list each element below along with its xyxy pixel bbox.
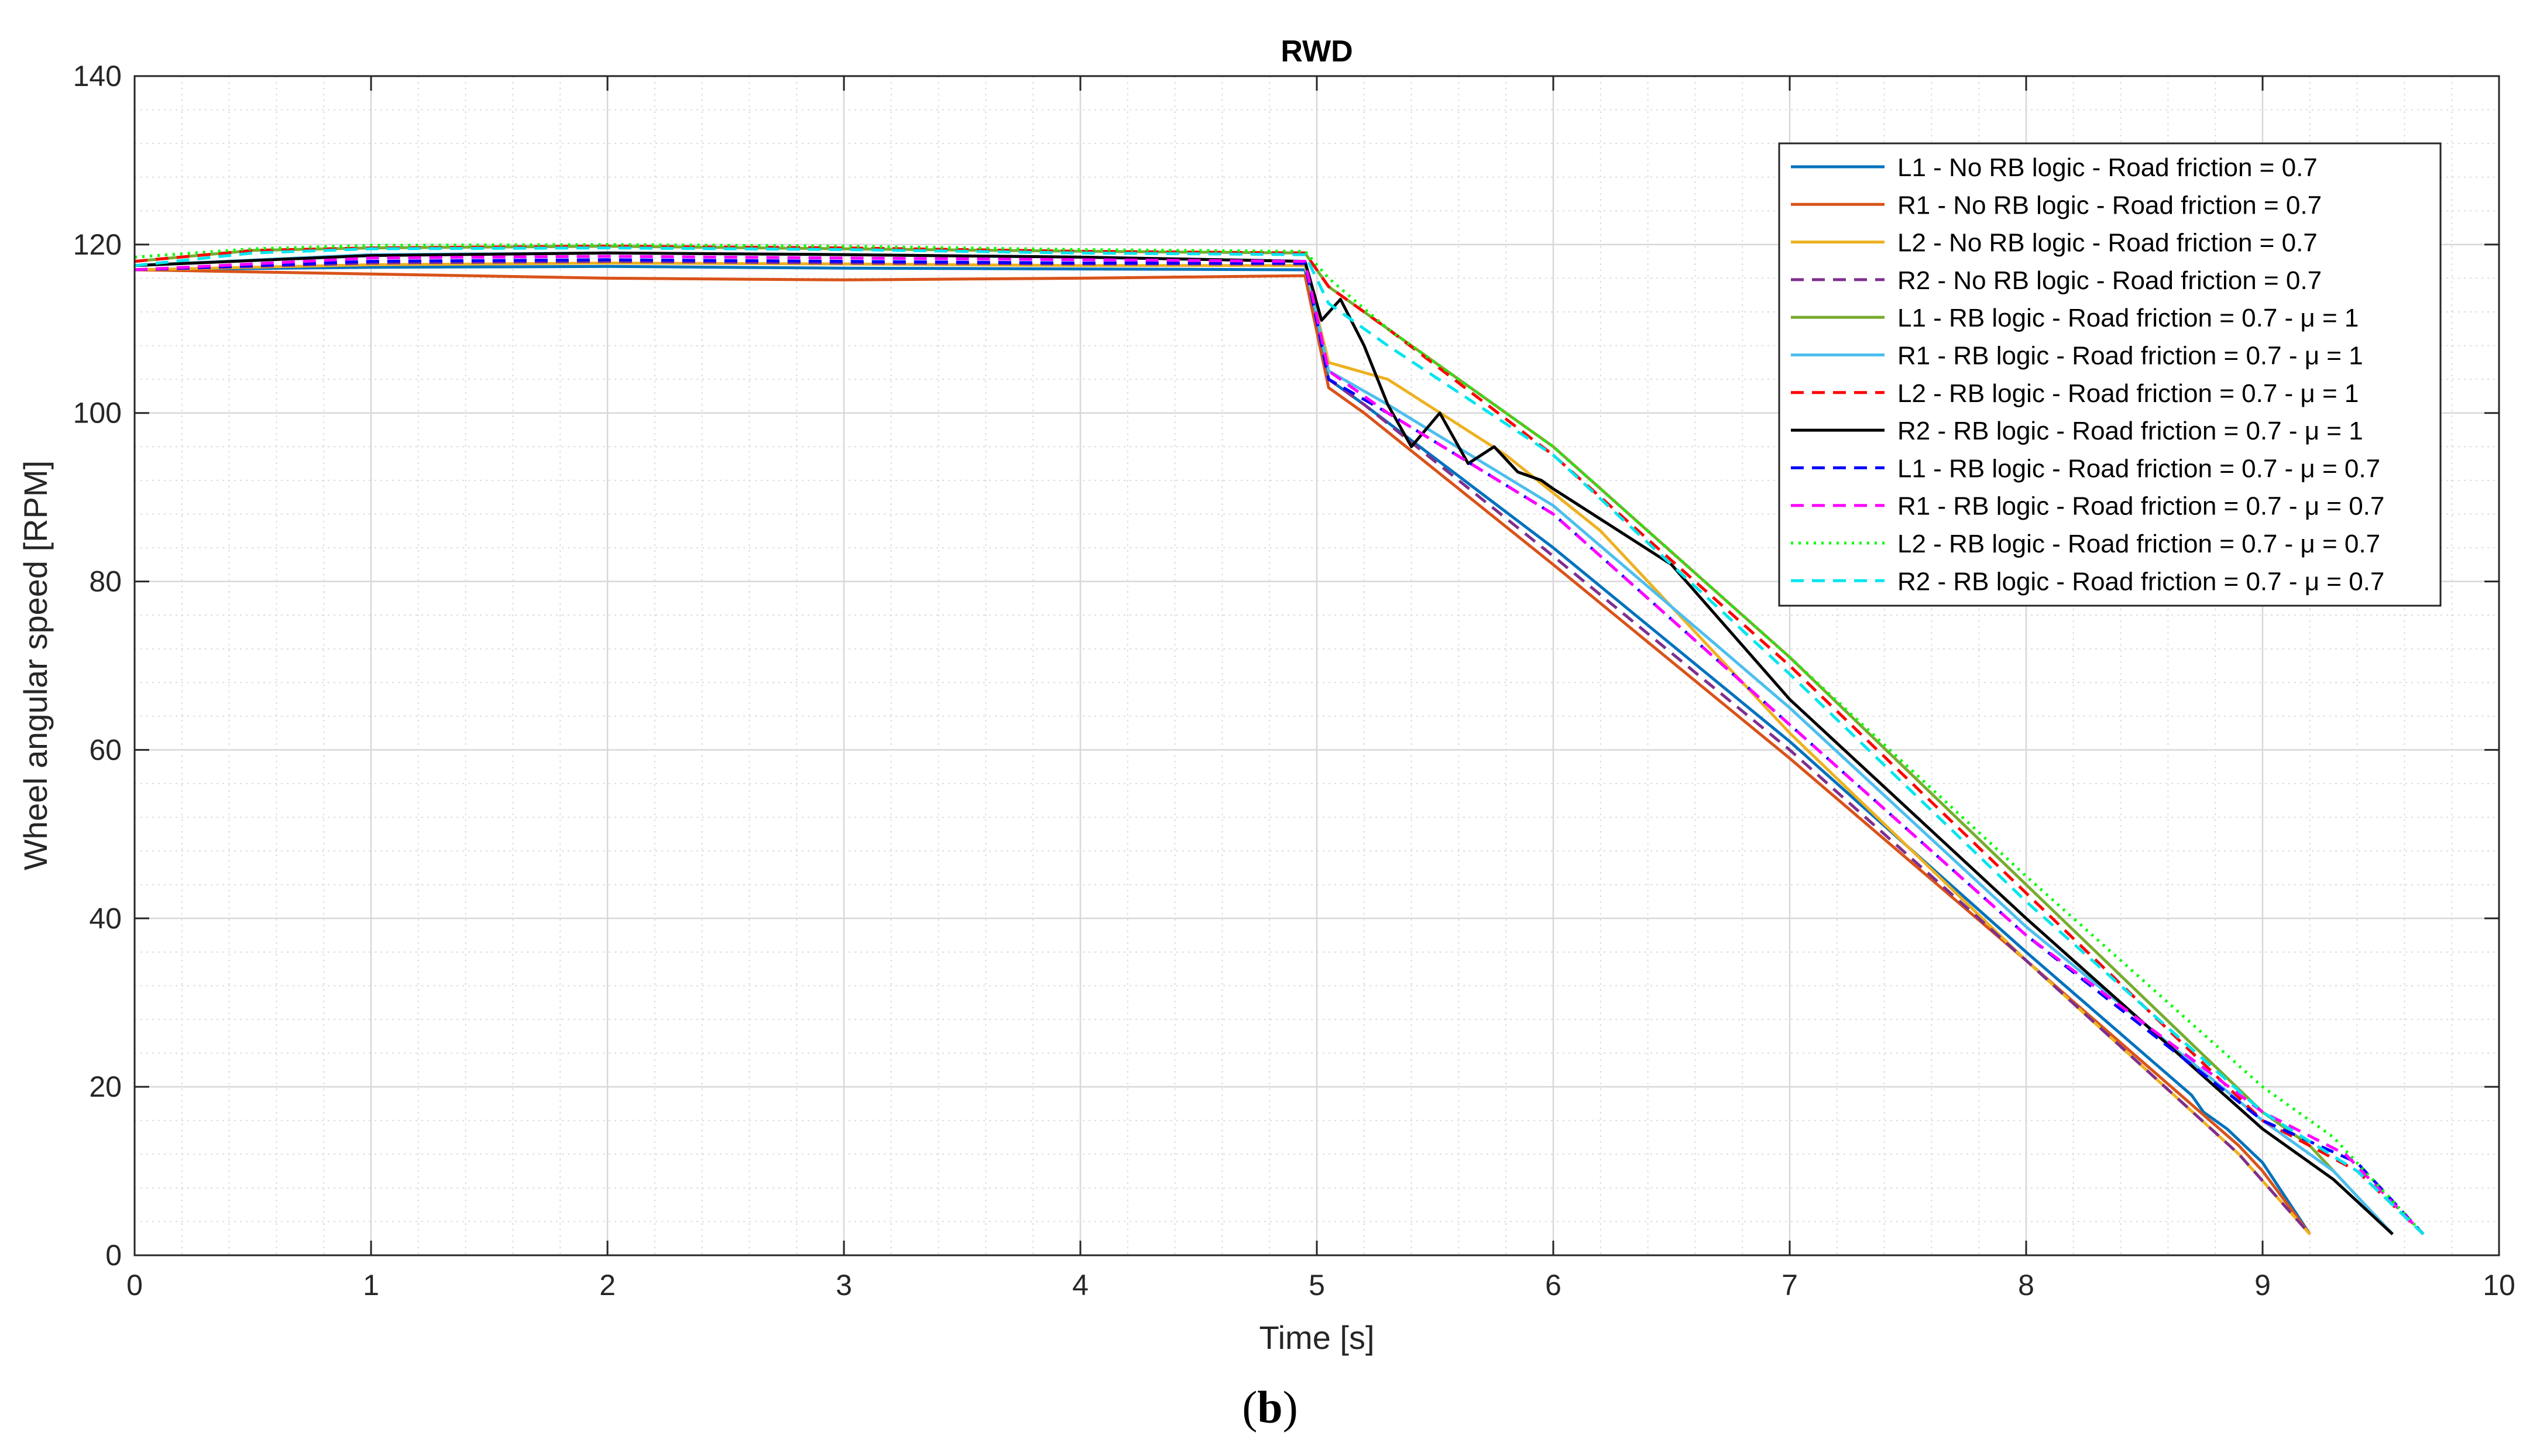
legend-label-2: R1 - No RB logic - Road friction = 0.7 <box>1897 191 2322 219</box>
x-tick-label: 1 <box>363 1269 379 1302</box>
series-line-1 <box>134 265 2311 1235</box>
y-tick-labels: 0 20 40 60 80 100 120 140 <box>73 60 122 1272</box>
legend-label-12: R2 - RB logic - Road friction = 0.7 - μ … <box>1897 567 2384 596</box>
caption-open: ( <box>1242 1382 1258 1433</box>
legend-label-10: R1 - RB logic - Road friction = 0.7 - μ … <box>1897 492 2384 521</box>
x-tick-label: 0 <box>126 1269 143 1302</box>
x-tick-label: 2 <box>599 1269 616 1302</box>
y-tick-label: 100 <box>73 397 122 430</box>
series-line-2 <box>134 268 2311 1235</box>
legend-label-7: L2 - RB logic - Road friction = 0.7 - μ … <box>1897 379 2359 408</box>
series-line-10 <box>134 255 2425 1235</box>
legend-label-1: L1 - No RB logic - Road friction = 0.7 <box>1897 153 2318 182</box>
x-tick-label: 3 <box>836 1269 852 1302</box>
legend-label-9: L1 - RB logic - Road friction = 0.7 - μ … <box>1897 454 2380 483</box>
y-tick-label: 140 <box>73 60 122 92</box>
y-axis-label: Wheel angular speed [RPM] <box>17 461 54 870</box>
caption-letter: b <box>1257 1382 1283 1433</box>
legend-label-8: R2 - RB logic - Road friction = 0.7 - μ … <box>1897 417 2363 445</box>
legend-label-5: L1 - RB logic - Road friction = 0.7 - μ … <box>1897 304 2359 332</box>
legend-label-11: L2 - RB logic - Road friction = 0.7 - μ … <box>1897 530 2380 558</box>
series-line-7 <box>134 245 2425 1235</box>
series-line-9 <box>134 258 2425 1235</box>
x-tick-label: 4 <box>1072 1269 1089 1302</box>
y-tick-label: 80 <box>89 565 122 598</box>
x-tick-labels: 0 1 2 3 4 5 6 7 8 9 10 <box>126 1269 2515 1302</box>
legend-label-6: R1 - RB logic - Road friction = 0.7 - μ … <box>1897 342 2363 370</box>
series-line-12 <box>134 246 2425 1235</box>
legend-label-4: R2 - No RB logic - Road friction = 0.7 <box>1897 266 2322 295</box>
legend-entries: L1 - No RB logic - Road friction = 0.7 R1… <box>1791 153 2384 596</box>
x-tick-label: 7 <box>1782 1269 1798 1302</box>
x-tick-label: 6 <box>1545 1269 1561 1302</box>
x-tick-label: 10 <box>2483 1269 2515 1302</box>
legend: L1 - No RB logic - Road friction = 0.7 R1… <box>1778 142 2442 607</box>
axis-ticks <box>133 75 2500 1256</box>
legend-box <box>1778 142 2442 607</box>
chart-title: RWD <box>1281 35 1353 68</box>
figure-caption: (b) <box>0 1381 2540 1434</box>
legend-label-3: L2 - No RB logic - Road friction = 0.7 <box>1897 229 2318 257</box>
series-line-3 <box>134 262 2311 1235</box>
x-axis-label: Time [s] <box>1259 1319 1374 1356</box>
caption-close: ) <box>1282 1382 1298 1433</box>
x-tick-label: 5 <box>1309 1269 1325 1302</box>
series-line-11 <box>134 243 2425 1235</box>
y-tick-label: 0 <box>105 1239 122 1272</box>
y-tick-label: 40 <box>89 902 122 935</box>
y-tick-label: 20 <box>89 1070 122 1103</box>
y-tick-label: 60 <box>89 733 122 766</box>
x-tick-label: 9 <box>2254 1269 2271 1302</box>
x-tick-label: 8 <box>2018 1269 2034 1302</box>
series-layer <box>134 243 2425 1235</box>
series-line-8 <box>134 251 2394 1235</box>
y-tick-label: 120 <box>73 228 122 261</box>
